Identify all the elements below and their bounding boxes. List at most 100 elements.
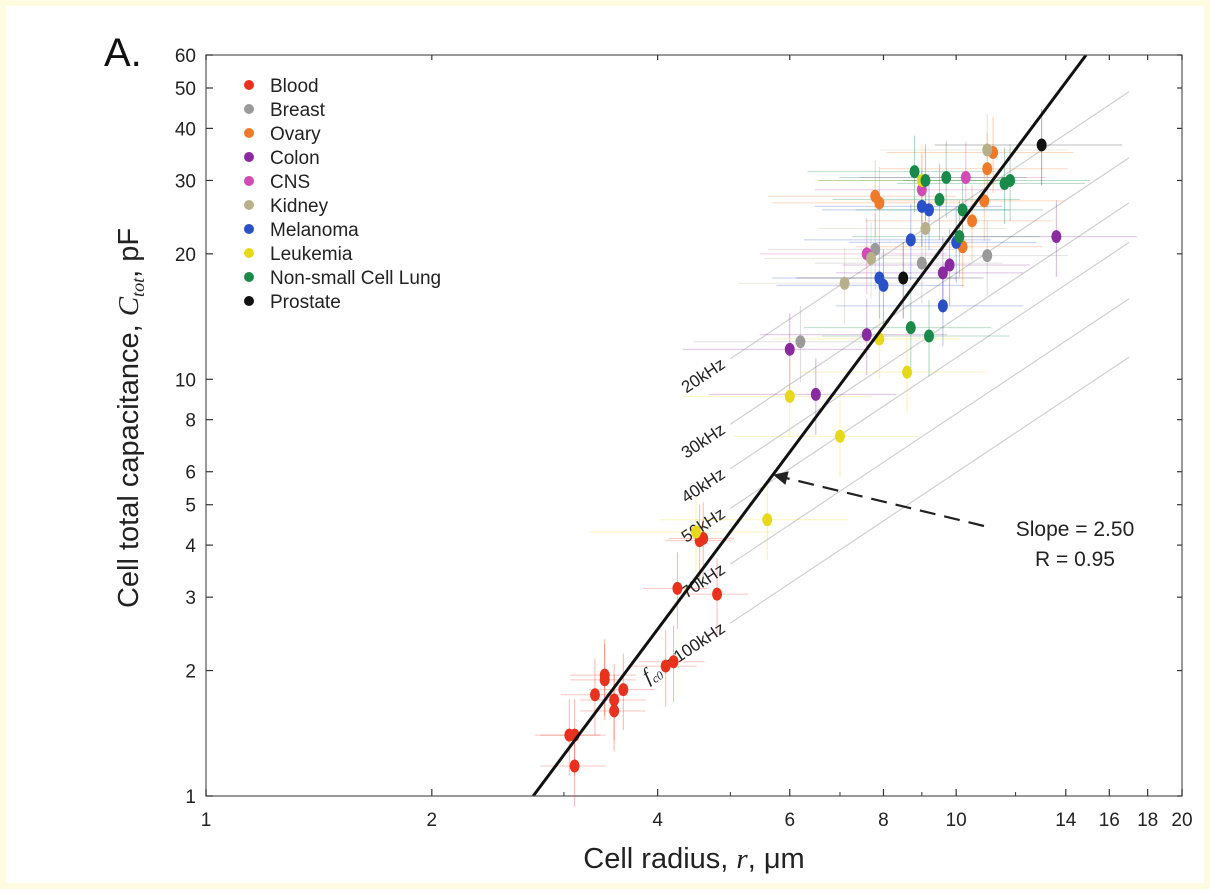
legend-label: Non-small Cell Lung bbox=[270, 268, 441, 289]
y-tick-label: 6 bbox=[185, 463, 196, 484]
data-point bbox=[609, 704, 620, 718]
plot-background bbox=[206, 55, 1182, 796]
data-point bbox=[795, 335, 806, 349]
legend-marker bbox=[244, 104, 254, 114]
annotation-slope: Slope = 2.50 bbox=[1016, 518, 1135, 541]
data-point bbox=[916, 256, 927, 270]
legend-marker bbox=[244, 152, 254, 162]
annotation-arrowhead bbox=[773, 471, 789, 485]
data-point bbox=[762, 513, 773, 527]
data-point bbox=[668, 655, 679, 669]
data-point bbox=[937, 299, 948, 313]
legend-label: Melanoma bbox=[270, 220, 359, 241]
y-tick-label: 5 bbox=[185, 496, 196, 517]
y-tick-label: 10 bbox=[175, 370, 196, 391]
y-tick-label: 60 bbox=[175, 46, 196, 67]
data-point bbox=[878, 278, 889, 292]
data-point bbox=[937, 266, 948, 280]
data-point bbox=[954, 230, 965, 244]
y-tick-label: 4 bbox=[185, 536, 196, 557]
panel-label: A. bbox=[104, 31, 142, 75]
y-tick-label: 1 bbox=[185, 787, 196, 808]
annotation-arrow-line bbox=[784, 476, 985, 528]
frequency-line bbox=[730, 298, 1130, 565]
legend-marker bbox=[244, 176, 254, 186]
data-point bbox=[698, 531, 709, 545]
data-point bbox=[599, 673, 610, 687]
legend-marker bbox=[244, 248, 254, 258]
data-point bbox=[609, 693, 620, 707]
x-tick-label: 1 bbox=[201, 810, 212, 831]
data-point bbox=[784, 389, 795, 403]
data-point bbox=[924, 203, 935, 217]
data-point bbox=[934, 193, 945, 207]
data-point bbox=[967, 214, 978, 228]
annotation: Slope = 2.50 R = 0.95 bbox=[773, 471, 1134, 571]
x-tick-label: 4 bbox=[652, 810, 663, 831]
x-tick-label: 14 bbox=[1055, 810, 1077, 831]
legend-label: Kidney bbox=[270, 196, 329, 217]
frequency-line bbox=[730, 157, 1130, 425]
data-point bbox=[960, 170, 971, 184]
legend-label: Blood bbox=[270, 76, 319, 97]
frequency-line bbox=[730, 241, 1130, 509]
legend-label: Leukemia bbox=[270, 244, 353, 265]
data-point bbox=[898, 271, 909, 285]
data-point bbox=[861, 328, 872, 342]
x-axis-title: Cell radius, r, μm bbox=[583, 843, 804, 875]
x-tick-label: 2 bbox=[427, 810, 438, 831]
legend-marker bbox=[244, 296, 254, 306]
y-tick-label: 20 bbox=[175, 245, 196, 266]
legend-label: Ovary bbox=[270, 124, 321, 145]
data-point bbox=[944, 258, 955, 272]
legend-label: Prostate bbox=[270, 292, 341, 313]
frequency-line bbox=[730, 356, 1130, 624]
data-points bbox=[564, 138, 1062, 773]
data-point bbox=[834, 429, 845, 443]
y-tick-label: 8 bbox=[185, 411, 196, 432]
data-point bbox=[941, 170, 952, 184]
data-point bbox=[839, 276, 850, 290]
y-axis-title: Cell total capacitance, Ctot, pF bbox=[113, 228, 148, 608]
data-point bbox=[589, 688, 600, 702]
y-tick-label: 3 bbox=[185, 588, 196, 609]
legend-marker bbox=[244, 224, 254, 234]
data-point bbox=[979, 194, 990, 208]
fit-line-group bbox=[531, 54, 1088, 797]
y-tick-label: 40 bbox=[175, 119, 196, 140]
axes: 1 2 4 6 8 10 14 16 18 20 1 2 3 4 5 6 8 10 20 30 40 50 60 bbox=[175, 46, 1193, 831]
data-point bbox=[909, 165, 920, 179]
y-tick-label: 50 bbox=[175, 79, 196, 100]
data-point bbox=[920, 173, 931, 187]
legend-marker bbox=[244, 200, 254, 210]
data-point bbox=[905, 233, 916, 247]
data-point bbox=[874, 196, 885, 210]
legend-label: Colon bbox=[270, 148, 320, 169]
data-point bbox=[982, 143, 993, 157]
data-point bbox=[569, 759, 580, 773]
data-point bbox=[982, 249, 993, 263]
x-tick-label: 18 bbox=[1137, 810, 1158, 831]
legend-marker bbox=[244, 80, 254, 90]
legend-marker bbox=[244, 272, 254, 282]
x-tick-label: 8 bbox=[878, 810, 889, 831]
legend: Blood Breast Ovary Colon CNS Kidney Melanoma Le… bbox=[244, 76, 441, 313]
data-point bbox=[691, 525, 702, 539]
plot-frame bbox=[205, 54, 1183, 797]
data-point bbox=[618, 683, 629, 697]
annotation-r: R = 0.95 bbox=[1035, 548, 1115, 571]
data-point bbox=[920, 222, 931, 236]
data-point bbox=[660, 659, 671, 673]
fit-line bbox=[531, 54, 1088, 797]
legend-marker bbox=[244, 128, 254, 138]
legend-label: CNS bbox=[270, 172, 310, 193]
data-point bbox=[866, 251, 877, 265]
data-point bbox=[902, 365, 913, 379]
legend-label: Breast bbox=[270, 100, 326, 121]
y-tick-label: 2 bbox=[185, 662, 196, 683]
data-point bbox=[924, 329, 935, 343]
data-point bbox=[1036, 138, 1047, 152]
data-point bbox=[672, 581, 683, 595]
